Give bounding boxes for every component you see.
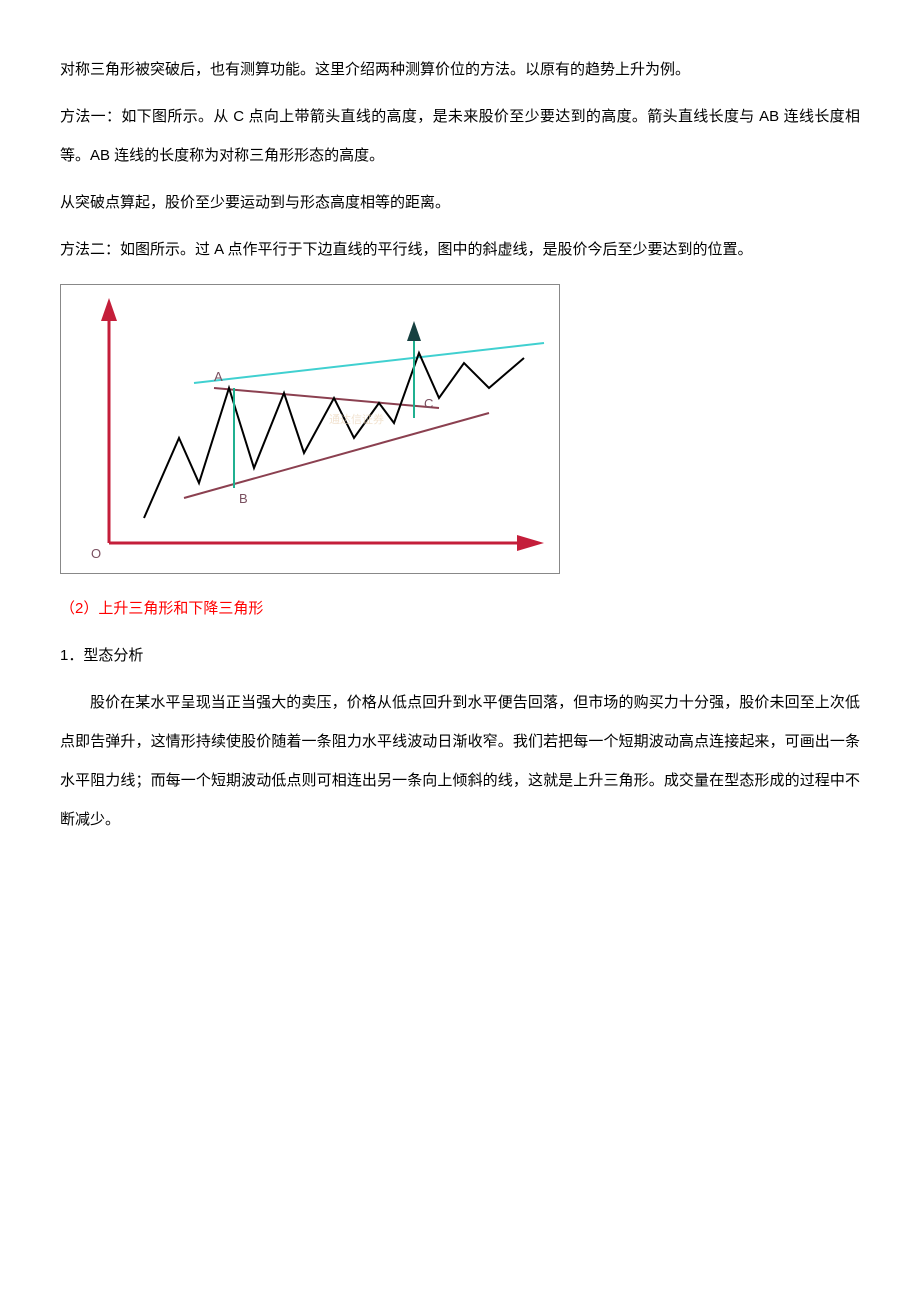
sub-heading-1: 1．型态分析 (60, 636, 860, 675)
watermark: 通达信证券 (329, 412, 384, 426)
x-axis-arrow (517, 535, 544, 551)
triangle-chart: O A B C (60, 284, 560, 574)
paragraph-1: 对称三角形被突破后，也有测算功能。这里介绍两种测算价位的方法。以原有的趋势上升为… (60, 50, 860, 89)
paragraph-5: 股价在某水平呈现当正当强大的卖压，价格从低点回升到水平便告回落，但市场的购买力十… (60, 683, 860, 839)
paragraph-4: 方法二：如图所示。过 A 点作平行于下边直线的平行线，图中的斜虚线，是股价今后至… (60, 230, 860, 269)
label-origin: O (91, 546, 101, 561)
label-c: C (424, 396, 433, 411)
parallel-line (194, 343, 544, 383)
y-axis-arrow (101, 298, 117, 321)
label-a: A (214, 369, 223, 384)
paragraph-3: 从突破点算起，股价至少要运动到与形态高度相等的距离。 (60, 183, 860, 222)
chart-svg: O A B C (69, 293, 553, 567)
label-b: B (239, 491, 248, 506)
c-arrow (407, 321, 421, 341)
section-title: （2）上升三角形和下降三角形 (60, 589, 860, 628)
paragraph-2: 方法一：如下图所示。从 C 点向上带箭头直线的高度，是未来股价至少要达到的高度。… (60, 97, 860, 175)
